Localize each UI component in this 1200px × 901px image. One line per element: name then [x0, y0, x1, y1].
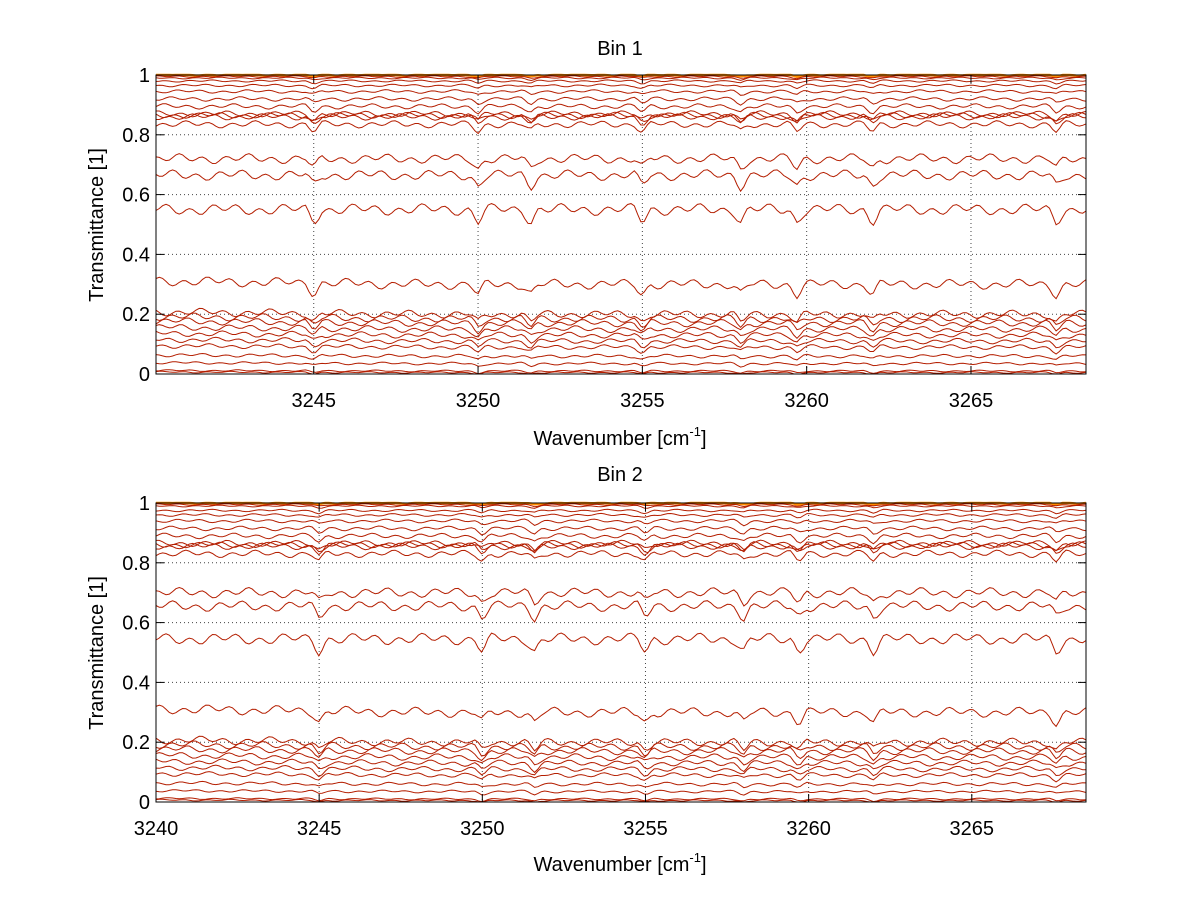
- bin-1-y-axis-label: Transmittance [1]: [86, 148, 108, 302]
- bin-2-series-line: [155, 764, 1086, 778]
- bin-2-panel: Bin 2 Transmittance [1] Wavenumber [cm-1…: [86, 464, 1087, 876]
- bin-2-series-line: [155, 525, 1087, 536]
- bin-2-series-line: [155, 798, 1087, 803]
- bin-1-x-tick-label: 3250: [456, 390, 501, 412]
- bin-2-series-group: [155, 501, 1087, 803]
- bin-2-series-line: [155, 503, 1086, 508]
- bin-2-series-line: [155, 512, 1087, 519]
- bin-1-series-line: [155, 276, 1087, 300]
- bin-1-x-axis-label-sup: -1: [689, 424, 701, 439]
- bin-1-series-line: [155, 89, 1087, 96]
- bin-1-x-axis-label-main: Wavenumber [cm: [533, 428, 689, 450]
- bin-1-series-line: [155, 202, 1087, 227]
- bin-2-x-axis-label-sup: -1: [689, 850, 701, 865]
- bin-1-series-line: [155, 103, 1087, 115]
- bin-2-series-line: [155, 740, 1087, 757]
- bin-1-y-tick-label: 0.8: [122, 125, 150, 147]
- bin-1-series-line: [155, 79, 1087, 85]
- bin-2-x-tick-label: 3255: [623, 818, 668, 840]
- bin-1-series-line: [155, 153, 1087, 171]
- bin-1-series-line: [155, 352, 1087, 361]
- bin-2-series-line: [155, 745, 1087, 762]
- bin-1-series-line: [155, 111, 1087, 124]
- bin-1-x-tick-label: 3255: [620, 390, 665, 412]
- bin-1-series-line: [155, 336, 1086, 349]
- bin-1-series-line: [155, 330, 1087, 345]
- bin-2-x-axis-label: Wavenumber [cm-1]: [533, 850, 706, 876]
- bin-2-title: Bin 2: [597, 464, 643, 486]
- bin-2-x-tick-label: 3245: [297, 818, 342, 840]
- bin-1-panel: Bin 1 Transmittance [1] Wavenumber [cm-1…: [86, 38, 1087, 450]
- bin-1-y-tick-label: 0: [139, 364, 150, 386]
- bin-2-series-line: [155, 600, 1087, 623]
- bin-1-series-line: [155, 83, 1087, 90]
- bin-2-series-line: [155, 735, 1087, 752]
- bin-2-x-tick-label: 3260: [786, 818, 831, 840]
- bin-2-series-line: [155, 789, 1087, 796]
- bin-2-y-axis-label: Transmittance [1]: [86, 576, 108, 730]
- bin-1-x-tick-label: 3260: [784, 390, 829, 412]
- bin-1-series-line: [155, 96, 1087, 106]
- bin-1-axes-box: [155, 74, 1087, 375]
- bin-2-series-line: [155, 632, 1087, 657]
- bin-1-series-line: [155, 361, 1087, 368]
- bin-1-series-line: [155, 120, 1087, 135]
- bin-1-series-line: [156, 113, 1087, 126]
- bin-1-series-line: [155, 324, 1087, 340]
- bin-1-series-line: [155, 312, 1087, 329]
- bin-1-series-line: [155, 75, 1086, 80]
- bin-2-y-tick-label: 0: [139, 792, 150, 814]
- bin-2-x-axis-label-main: Wavenumber [cm: [533, 854, 689, 876]
- bin-2-series-line: [155, 518, 1087, 527]
- bin-2-x-tick-label: 3250: [460, 818, 505, 840]
- bin-2-series-line: [155, 758, 1087, 774]
- bin-1-x-tick-label: 3265: [949, 390, 994, 412]
- bin-1-series-line: [156, 110, 1087, 124]
- bin-1-series-line: [155, 307, 1087, 323]
- bin-1-x-axis-label-close: ]: [701, 428, 707, 450]
- bin-2-series-line: [155, 541, 1087, 554]
- bin-2-x-tick-label: 3240: [134, 818, 179, 840]
- bin-1-series-line: [155, 343, 1087, 355]
- bin-1-y-tick-label: 1: [139, 65, 150, 87]
- bin-1-y-tick-label: 0.4: [122, 244, 150, 266]
- bin-2-series-line: [155, 752, 1087, 766]
- bin-2-y-tick-label: 0.4: [122, 672, 150, 694]
- bin-2-series-line: [155, 504, 1087, 509]
- bin-1-x-tick-label: 3245: [291, 390, 336, 412]
- bin-2-series-line: [155, 771, 1087, 783]
- bin-2-x-tick-label: 3265: [950, 818, 995, 840]
- bin-2-series-line: [155, 780, 1087, 789]
- bin-1-series-line: [155, 76, 1087, 82]
- bin-1-y-tick-label: 0.2: [122, 304, 150, 326]
- bin-1-series-line: [155, 169, 1087, 193]
- bin-1-series-line: [155, 317, 1087, 335]
- bin-2-y-tick-label: 0.6: [122, 613, 150, 635]
- bin-2-y-tick-label: 1: [139, 493, 150, 515]
- bin-1-y-tick-label: 0.6: [122, 185, 150, 207]
- bin-2-series-line: [155, 549, 1087, 563]
- bin-1-title: Bin 1: [597, 38, 643, 60]
- bin-2-series-line: [155, 508, 1087, 515]
- bin-2-series-line: [155, 704, 1087, 728]
- bin-2-y-tick-label: 0.2: [122, 732, 150, 754]
- bin-1-series-group: [155, 73, 1087, 375]
- bin-2-y-tick-label: 0.8: [122, 553, 150, 575]
- bin-2-axes-box: [155, 502, 1087, 803]
- bin-2-series-line: [155, 532, 1087, 545]
- bin-2-series-line: [155, 542, 1087, 556]
- bin-2-series-line: [155, 586, 1087, 607]
- bin-1-x-axis-label: Wavenumber [cm-1]: [533, 424, 706, 450]
- bin-2-x-axis-label-close: ]: [701, 854, 707, 876]
